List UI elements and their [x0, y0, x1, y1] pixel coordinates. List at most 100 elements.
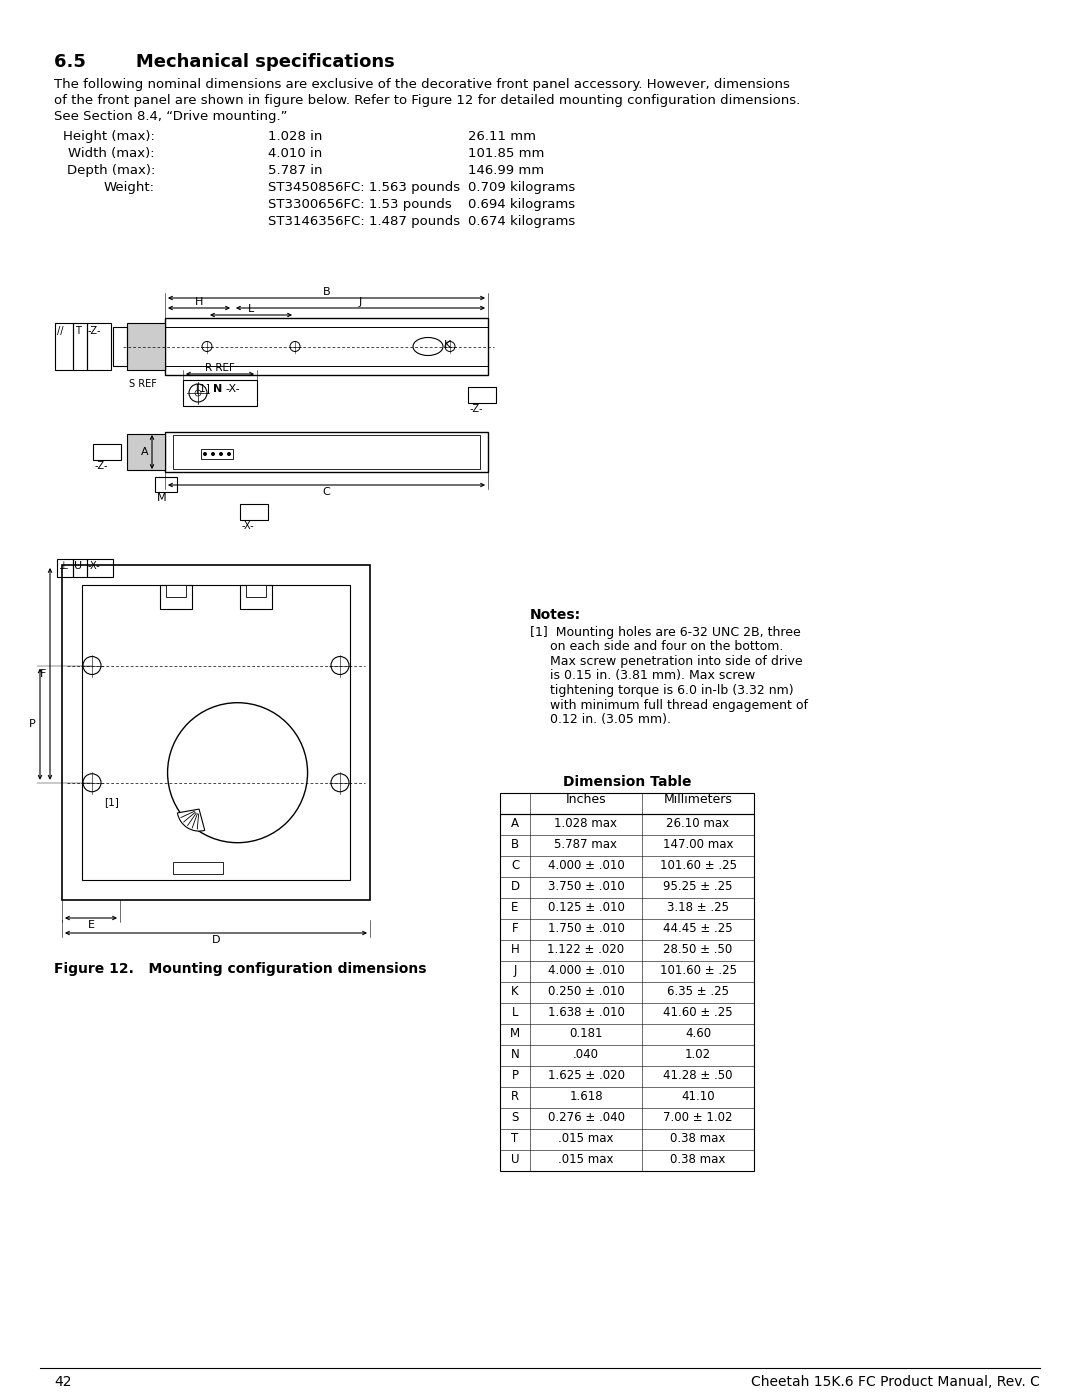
Text: 146.99 mm: 146.99 mm [468, 163, 544, 177]
Text: 42: 42 [54, 1375, 71, 1389]
Text: 101.85 mm: 101.85 mm [468, 147, 544, 161]
Text: 1.122 ± .020: 1.122 ± .020 [548, 943, 624, 956]
Text: 0.250 ± .010: 0.250 ± .010 [548, 985, 624, 997]
Text: S: S [511, 1111, 518, 1125]
Text: C: C [323, 488, 330, 497]
Text: D: D [212, 935, 220, 944]
Text: Dimension Table: Dimension Table [563, 775, 691, 789]
Bar [73, 559, 87, 577]
Bar [183, 380, 257, 407]
Bar [82, 585, 350, 880]
Text: 0.125 ± .010: 0.125 ± .010 [548, 901, 624, 914]
Text: 4.000 ± .010: 4.000 ± .010 [548, 859, 624, 872]
Text: 41.28 ± .50: 41.28 ± .50 [663, 1069, 732, 1083]
Text: U: U [511, 1153, 519, 1166]
Text: B: B [511, 838, 519, 851]
Text: Height (max):: Height (max): [63, 130, 156, 142]
Text: U: U [75, 562, 82, 571]
Text: -X-: -X- [225, 384, 240, 394]
Text: 0.12 in. (3.05 mm).: 0.12 in. (3.05 mm). [530, 712, 671, 726]
Text: 41.60 ± .25: 41.60 ± .25 [663, 1006, 733, 1018]
Text: is 0.15 in. (3.81 mm). Max screw: is 0.15 in. (3.81 mm). Max screw [530, 669, 755, 683]
Bar [127, 323, 165, 370]
Text: 1.750 ± .010: 1.750 ± .010 [548, 922, 624, 935]
Text: H: H [194, 298, 203, 307]
Text: N: N [511, 1048, 519, 1060]
Text: K: K [444, 339, 451, 349]
Bar [500, 793, 754, 814]
Bar [246, 585, 266, 597]
Text: 0.276 ± .040: 0.276 ± .040 [548, 1111, 624, 1125]
Bar [113, 327, 127, 366]
Text: ST3300656FC: 1.53 pounds: ST3300656FC: 1.53 pounds [268, 198, 451, 211]
Text: 6.35 ± .25: 6.35 ± .25 [667, 985, 729, 997]
Bar [127, 434, 165, 469]
Text: -Z-: -Z- [87, 326, 102, 337]
Text: Figure 12.   Mounting configuration dimensions: Figure 12. Mounting configuration dimens… [54, 963, 427, 977]
Text: 0.694 kilograms: 0.694 kilograms [468, 198, 576, 211]
Text: 0.709 kilograms: 0.709 kilograms [468, 182, 576, 194]
Text: 1.618: 1.618 [569, 1090, 603, 1104]
Text: [1]: [1] [104, 796, 119, 806]
Text: 28.50 ± .50: 28.50 ± .50 [663, 943, 732, 956]
Text: -X-: -X- [242, 521, 255, 531]
Text: Depth (max):: Depth (max): [67, 163, 156, 177]
Bar [173, 862, 222, 875]
Bar [62, 564, 370, 900]
Text: 5.787 max: 5.787 max [554, 838, 618, 851]
Text: 4.60: 4.60 [685, 1027, 711, 1039]
Text: 0.674 kilograms: 0.674 kilograms [468, 215, 576, 228]
Circle shape [227, 453, 231, 455]
Text: 1.028 max: 1.028 max [554, 817, 618, 830]
Text: L: L [248, 305, 254, 314]
Text: 3.750 ± .010: 3.750 ± .010 [548, 880, 624, 893]
Text: Millimeters: Millimeters [663, 793, 732, 806]
Bar [55, 323, 73, 370]
Text: 101.60 ± .25: 101.60 ± .25 [660, 859, 737, 872]
Text: of the front panel are shown in figure below. Refer to Figure 12 for detailed mo: of the front panel are shown in figure b… [54, 94, 800, 108]
Text: 1.02: 1.02 [685, 1048, 711, 1060]
Text: R REF: R REF [205, 363, 235, 373]
Text: 5.787 in: 5.787 in [268, 163, 323, 177]
Text: ST3146356FC: 1.487 pounds: ST3146356FC: 1.487 pounds [268, 215, 460, 228]
Bar [240, 585, 272, 609]
Text: -X-: -X- [87, 562, 100, 571]
Text: on each side and four on the bottom.: on each side and four on the bottom. [530, 640, 783, 654]
Text: -Z-: -Z- [470, 404, 484, 414]
Text: B: B [323, 286, 330, 298]
Text: Notes:: Notes: [530, 608, 581, 622]
Bar [468, 387, 496, 402]
Text: A: A [511, 817, 519, 830]
Bar [165, 319, 488, 374]
Text: E: E [511, 901, 518, 914]
Text: 41.10: 41.10 [681, 1090, 715, 1104]
Bar [165, 432, 488, 472]
Text: 1.028 in: 1.028 in [268, 130, 322, 142]
Bar [73, 323, 87, 370]
Text: 1.638 ± .010: 1.638 ± .010 [548, 1006, 624, 1018]
Bar [500, 814, 754, 1171]
Text: with minimum full thread engagement of: with minimum full thread engagement of [530, 698, 808, 711]
Text: T: T [75, 326, 81, 337]
Text: 1.625 ± .020: 1.625 ± .020 [548, 1069, 624, 1083]
Text: [1]  Mounting holes are 6-32 UNC 2B, three: [1] Mounting holes are 6-32 UNC 2B, thre… [530, 626, 800, 638]
Text: 0.38 max: 0.38 max [671, 1132, 726, 1146]
Text: Cheetah 15K.6 FC Product Manual, Rev. C: Cheetah 15K.6 FC Product Manual, Rev. C [751, 1375, 1040, 1389]
Text: J: J [359, 298, 362, 307]
Text: Width (max):: Width (max): [68, 147, 156, 161]
Text: L: L [512, 1006, 518, 1018]
Text: //: // [57, 326, 64, 337]
Text: M: M [157, 493, 166, 503]
Text: Max screw penetration into side of drive: Max screw penetration into side of drive [530, 655, 802, 668]
Text: D: D [511, 880, 519, 893]
Circle shape [203, 453, 207, 455]
Bar [201, 448, 233, 460]
Text: P: P [512, 1069, 518, 1083]
Text: .040: .040 [573, 1048, 599, 1060]
Text: 3.18 ± .25: 3.18 ± .25 [667, 901, 729, 914]
Bar [156, 476, 177, 492]
Bar [160, 585, 192, 609]
Text: 4.010 in: 4.010 in [268, 147, 322, 161]
Text: F: F [40, 669, 46, 679]
Text: 6.5        Mechanical specifications: 6.5 Mechanical specifications [54, 53, 395, 71]
